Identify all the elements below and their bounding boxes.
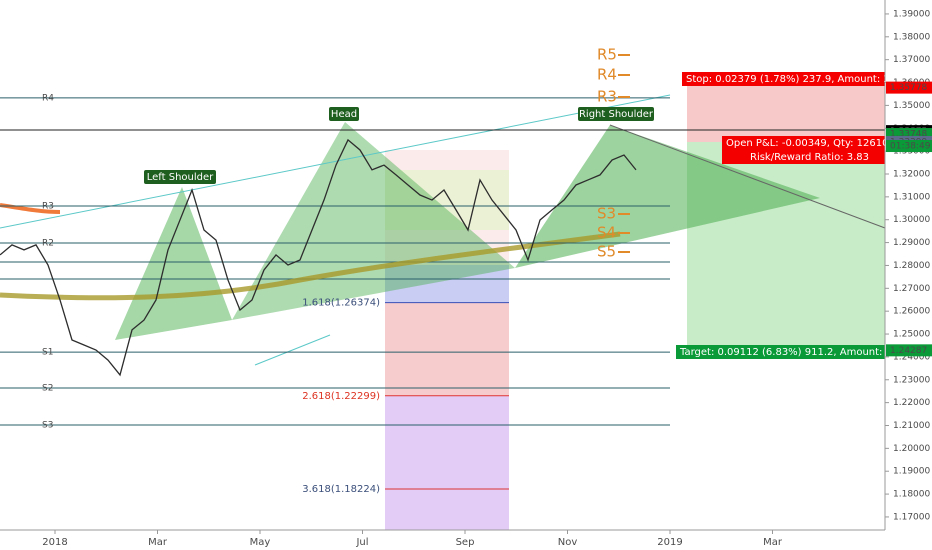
target-label-bg	[676, 345, 885, 359]
pattern-label: Left Shoulder	[147, 172, 214, 183]
y-tick-label: 1.32000	[893, 169, 930, 179]
pivot-label: R3	[42, 201, 54, 211]
pattern-label-bg	[578, 107, 654, 121]
pnl-label-bg	[722, 136, 885, 164]
x-tick-label: Nov	[558, 537, 578, 548]
pivot-label: S3	[597, 205, 616, 223]
pivot-label: S5	[597, 243, 616, 261]
pivot-label: R5	[597, 46, 617, 64]
y-tick-label: 1.17000	[893, 512, 930, 522]
y-tick-label: 1.26000	[893, 307, 930, 317]
pattern-label-bg	[144, 170, 216, 184]
fib-zone	[385, 303, 509, 396]
rr-label: Risk/Reward Ratio: 3.83	[750, 152, 869, 163]
y-tick-label: 1.24000	[893, 352, 930, 362]
pattern-label: Head	[331, 109, 357, 120]
pivot-label: S4	[597, 224, 616, 242]
pivot-label: S3	[42, 421, 53, 431]
trend-line	[609, 124, 886, 229]
y-tick-label: 1.22000	[893, 398, 930, 408]
price-line	[0, 138, 637, 377]
y-tick-label: 1.29000	[893, 238, 930, 248]
timer-label: 01:38:49	[890, 142, 931, 152]
y-tick-label: 1.19000	[893, 467, 930, 477]
pattern-label: Right Shoulder	[579, 109, 654, 120]
fib-zone	[385, 170, 509, 230]
price-badge	[886, 81, 932, 94]
price-badge-label: 1.35778	[890, 83, 927, 93]
x-tick-label: 2018	[42, 537, 67, 548]
fib-label: 1.618(1.26374)	[302, 298, 380, 309]
pivot-label: R4	[42, 93, 54, 103]
stop-label-bg	[682, 72, 885, 86]
moving-average	[0, 231, 621, 301]
fib-zone	[385, 396, 509, 530]
timer-badge	[886, 140, 932, 153]
x-tick-label: Mar	[763, 537, 783, 548]
pivot-label: R2	[42, 239, 54, 249]
y-tick-label: 1.30000	[893, 215, 930, 225]
y-tick-label: 1.20000	[893, 444, 930, 454]
y-tick-label: 1.23000	[893, 375, 930, 385]
x-tick-label: 2019	[657, 537, 682, 548]
pattern-leg	[115, 187, 232, 340]
fib-label: 3.618(1.18224)	[302, 484, 380, 495]
stop-label: Stop: 0.02379 (1.78%) 237.9, Amount: 29	[686, 74, 896, 85]
y-tick-label: 1.18000	[893, 490, 930, 500]
y-tick-label: 1.27000	[893, 284, 930, 294]
pattern-leg	[515, 125, 820, 268]
price-badge-label: 1.33748	[890, 130, 927, 140]
pivot-label: S2	[42, 383, 53, 393]
y-tick-label: 1.38000	[893, 32, 930, 42]
stop-zone	[687, 83, 885, 142]
fib-zone	[385, 265, 509, 303]
pivot-label: S1	[42, 348, 53, 358]
trend-line	[254, 334, 331, 366]
y-tick-label: 1.21000	[893, 421, 930, 431]
x-tick-label: Sep	[456, 537, 475, 548]
y-tick-label: 1.31000	[893, 192, 930, 202]
target-label: Target: 0.09112 (6.83%) 911.2, Amount: 3	[679, 347, 892, 358]
y-tick-label: 1.39000	[893, 9, 930, 19]
pivot-label: R3	[597, 88, 617, 106]
x-tick-label: Jul	[355, 537, 368, 548]
price-badge	[886, 344, 932, 357]
y-tick-label: 1.37000	[893, 55, 930, 65]
fib-label: 2.618(1.22299)	[302, 391, 380, 402]
x-tick-label: May	[250, 537, 271, 548]
pattern-label-bg	[329, 107, 359, 121]
pivot-label: R4	[597, 66, 617, 84]
y-tick-label: 1.28000	[893, 261, 930, 271]
y-tick-label: 1.35000	[893, 101, 930, 111]
pattern-leg	[232, 122, 515, 320]
x-tick-label: Mar	[148, 537, 168, 548]
pnl-label: Open P&L: -0.00349, Qty: 126103	[726, 138, 895, 149]
price-badge-label: 1.24287	[890, 346, 927, 356]
y-tick-label: 1.25000	[893, 330, 930, 340]
